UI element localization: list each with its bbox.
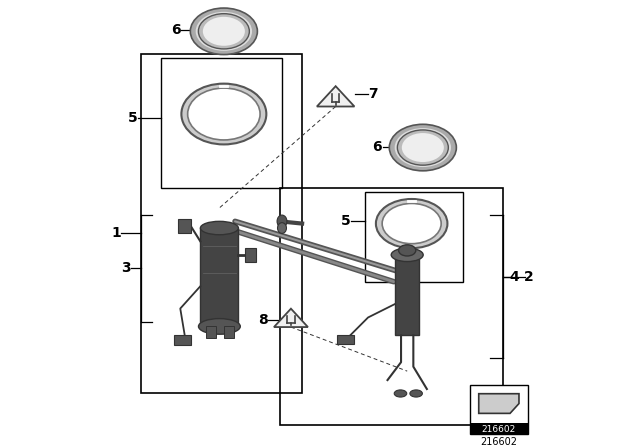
Polygon shape bbox=[479, 394, 519, 414]
Text: 3: 3 bbox=[122, 261, 131, 275]
Text: 5: 5 bbox=[128, 112, 138, 125]
Bar bbox=[161, 58, 282, 188]
Ellipse shape bbox=[395, 128, 451, 167]
Ellipse shape bbox=[394, 390, 407, 397]
Ellipse shape bbox=[200, 221, 238, 235]
Text: 6: 6 bbox=[372, 140, 382, 154]
Text: 216602: 216602 bbox=[481, 437, 517, 447]
Ellipse shape bbox=[203, 17, 245, 46]
Text: 8: 8 bbox=[259, 313, 268, 327]
Ellipse shape bbox=[389, 124, 456, 171]
Ellipse shape bbox=[277, 215, 287, 228]
Ellipse shape bbox=[397, 130, 449, 165]
Bar bbox=[200, 228, 238, 327]
Ellipse shape bbox=[399, 245, 416, 256]
Bar bbox=[206, 327, 216, 338]
Text: 216602: 216602 bbox=[482, 425, 516, 434]
Bar bbox=[470, 384, 528, 434]
Ellipse shape bbox=[410, 390, 422, 397]
Bar bbox=[178, 219, 191, 233]
Text: 7: 7 bbox=[368, 87, 378, 101]
Bar bbox=[395, 255, 419, 336]
Text: 1: 1 bbox=[111, 225, 122, 240]
Text: 5: 5 bbox=[341, 214, 351, 228]
Ellipse shape bbox=[278, 223, 287, 233]
Bar bbox=[337, 336, 354, 345]
Ellipse shape bbox=[196, 12, 252, 51]
Ellipse shape bbox=[391, 248, 423, 262]
Ellipse shape bbox=[382, 203, 441, 244]
Ellipse shape bbox=[188, 88, 260, 140]
Ellipse shape bbox=[402, 133, 444, 162]
Bar bbox=[470, 422, 528, 434]
Bar bbox=[365, 192, 463, 282]
Polygon shape bbox=[274, 309, 308, 327]
Bar bbox=[141, 54, 302, 393]
Ellipse shape bbox=[198, 319, 240, 334]
Polygon shape bbox=[317, 86, 355, 107]
Ellipse shape bbox=[198, 14, 250, 49]
Ellipse shape bbox=[376, 199, 447, 248]
Bar bbox=[280, 188, 503, 425]
Bar bbox=[245, 248, 256, 262]
Text: 4: 4 bbox=[509, 270, 520, 284]
Bar bbox=[224, 327, 234, 338]
Ellipse shape bbox=[181, 84, 266, 144]
Text: 6: 6 bbox=[172, 23, 181, 37]
Bar bbox=[173, 336, 191, 345]
Text: 2: 2 bbox=[524, 270, 534, 284]
Ellipse shape bbox=[190, 8, 257, 55]
